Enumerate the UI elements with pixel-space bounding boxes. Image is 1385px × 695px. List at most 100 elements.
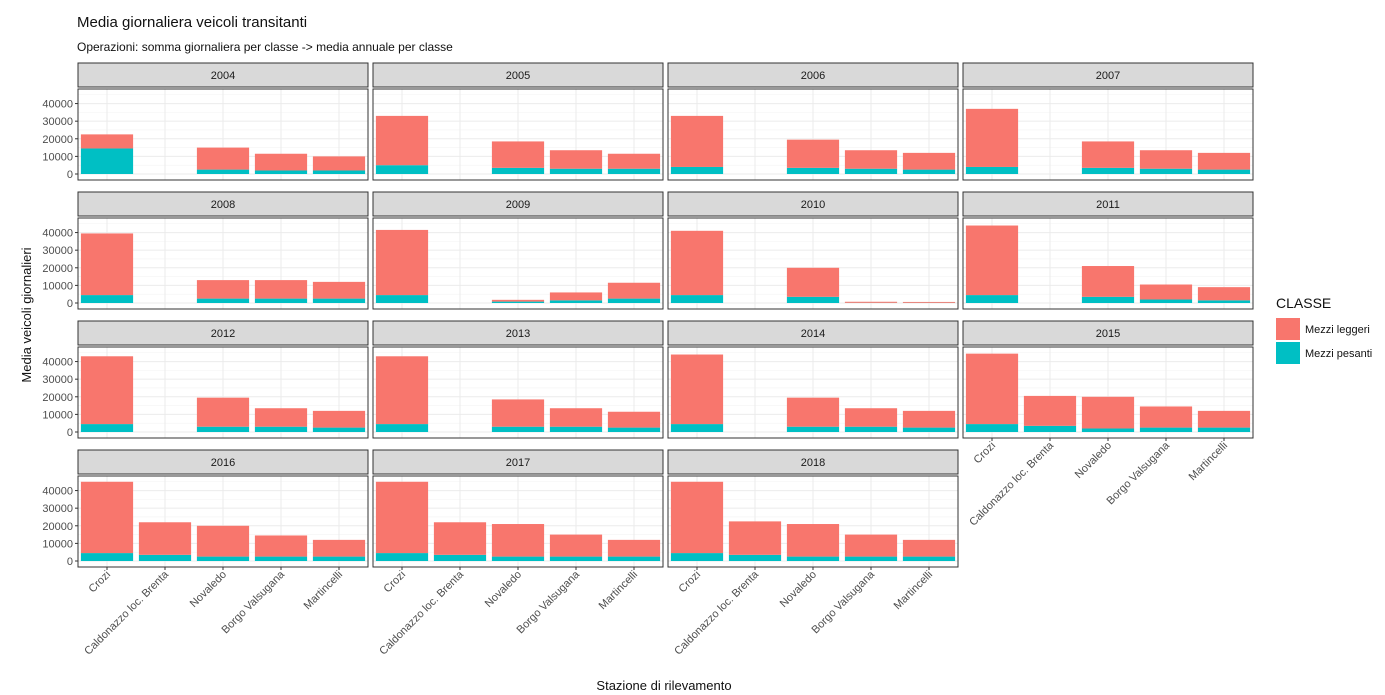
bar-mezzi-leggeri [375, 115, 429, 166]
bar-mezzi-pesanti [196, 556, 250, 561]
bar-mezzi-pesanti [670, 553, 724, 561]
panel-border [962, 88, 1254, 181]
bar-mezzi-pesanti [607, 427, 661, 432]
y-tick-label: 40000 [42, 357, 73, 369]
x-tick-label: Martincelli [1187, 440, 1230, 483]
bar-mezzi-pesanti [312, 427, 366, 432]
facet-strip [667, 320, 959, 346]
bar-mezzi-pesanti [1197, 169, 1251, 174]
facet-label: 2014 [801, 328, 825, 340]
bar-mezzi-leggeri [607, 411, 661, 428]
bar-mezzi-leggeri [1081, 266, 1135, 297]
panel-border [77, 217, 369, 310]
facet-strip [962, 320, 1254, 346]
y-tick-label: 30000 [42, 245, 73, 257]
bar-mezzi-leggeri [312, 156, 366, 171]
bar-mezzi-leggeri [196, 525, 250, 557]
facet-strip [372, 62, 664, 88]
bar-mezzi-leggeri [902, 301, 956, 303]
bar-mezzi-pesanti [1197, 427, 1251, 432]
x-tick-label: Novaledo [188, 569, 229, 610]
facet-label: 2008 [211, 199, 235, 211]
bar-mezzi-pesanti [1081, 296, 1135, 303]
bar-mezzi-leggeri [786, 267, 840, 297]
bar-mezzi-pesanti [844, 168, 898, 174]
bar-mezzi-pesanti [1139, 299, 1193, 303]
bar-mezzi-pesanti [670, 166, 724, 174]
facet-label: 2011 [1096, 199, 1120, 211]
x-axis-title: Stazione di rilevamento [596, 678, 731, 693]
facet-strip [962, 62, 1254, 88]
bar-mezzi-pesanti [902, 169, 956, 174]
y-tick-label: 0 [67, 169, 73, 181]
bar-mezzi-leggeri [607, 282, 661, 299]
x-tick-label: Novaledo [1073, 440, 1114, 481]
facet-strip [372, 320, 664, 346]
bar-mezzi-pesanti [902, 427, 956, 432]
y-tick-label: 10000 [42, 409, 73, 421]
facet-strip [77, 320, 369, 346]
x-tick-label: Borgo Valsugana [515, 568, 583, 636]
bar-mezzi-leggeri [1197, 410, 1251, 428]
bar-mezzi-leggeri [196, 147, 250, 170]
x-tick-label: Crozi [676, 569, 703, 596]
bar-mezzi-leggeri [312, 410, 366, 428]
x-tick-label: Martincelli [597, 569, 640, 612]
y-tick-label: 0 [67, 427, 73, 439]
x-tick-label: Crozi [971, 440, 998, 467]
bar-mezzi-pesanti [254, 170, 308, 174]
x-tick-label: Martincelli [892, 569, 935, 612]
bar-mezzi-leggeri [902, 152, 956, 170]
panel-border [372, 217, 664, 310]
bar-mezzi-leggeri [786, 139, 840, 168]
bar-mezzi-leggeri [1139, 284, 1193, 300]
bar-mezzi-leggeri [375, 229, 429, 296]
panel-border [372, 88, 664, 181]
bar-mezzi-pesanti [491, 301, 545, 303]
bar-mezzi-pesanti [965, 166, 1019, 174]
bar-mezzi-pesanti [80, 295, 134, 303]
bar-mezzi-pesanti [1139, 427, 1193, 432]
y-tick-label: 0 [67, 556, 73, 568]
y-tick-label: 40000 [42, 99, 73, 111]
bar-mezzi-leggeri [254, 535, 308, 557]
legend-swatch [1276, 342, 1300, 364]
bar-mezzi-leggeri [902, 539, 956, 557]
facet-strip [667, 191, 959, 217]
y-tick-label: 10000 [42, 538, 73, 550]
facet-label: 2005 [506, 70, 530, 82]
panel-border [667, 346, 959, 439]
facet-label: 2012 [211, 328, 235, 340]
x-tick-label: Novaledo [483, 569, 524, 610]
bar-mezzi-pesanti [491, 167, 545, 174]
bar-mezzi-leggeri [80, 134, 134, 149]
y-tick-label: 20000 [42, 263, 73, 275]
x-tick-label: Crozi [86, 569, 113, 596]
y-tick-label: 20000 [42, 134, 73, 146]
bar-mezzi-pesanti [312, 170, 366, 174]
bar-mezzi-leggeri [965, 225, 1019, 296]
facet-label: 2018 [801, 457, 825, 469]
facet-strip [372, 191, 664, 217]
bar-mezzi-pesanti [786, 296, 840, 303]
y-axis-title: Media veicoli giornalieri [19, 247, 34, 382]
bar-mezzi-pesanti [607, 168, 661, 174]
bar-mezzi-pesanti [786, 167, 840, 174]
bar-mezzi-leggeri [1081, 396, 1135, 429]
bar-mezzi-leggeri [80, 233, 134, 296]
bar-mezzi-pesanti [312, 298, 366, 303]
y-tick-label: 30000 [42, 116, 73, 128]
bar-mezzi-pesanti [1139, 168, 1193, 174]
x-tick-label: Borgo Valsugana [1105, 439, 1173, 507]
bar-mezzi-pesanti [196, 169, 250, 174]
bar-mezzi-pesanti [786, 426, 840, 432]
bar-mezzi-pesanti [670, 295, 724, 303]
bar-mezzi-pesanti [254, 426, 308, 432]
y-tick-label: 10000 [42, 151, 73, 163]
bar-mezzi-leggeri [433, 522, 487, 555]
x-tick-label: Martincelli [302, 569, 345, 612]
bar-mezzi-pesanti [491, 556, 545, 561]
x-tick-label: Borgo Valsugana [220, 568, 288, 636]
bar-mezzi-leggeri [491, 141, 545, 168]
bar-mezzi-leggeri [375, 481, 429, 554]
